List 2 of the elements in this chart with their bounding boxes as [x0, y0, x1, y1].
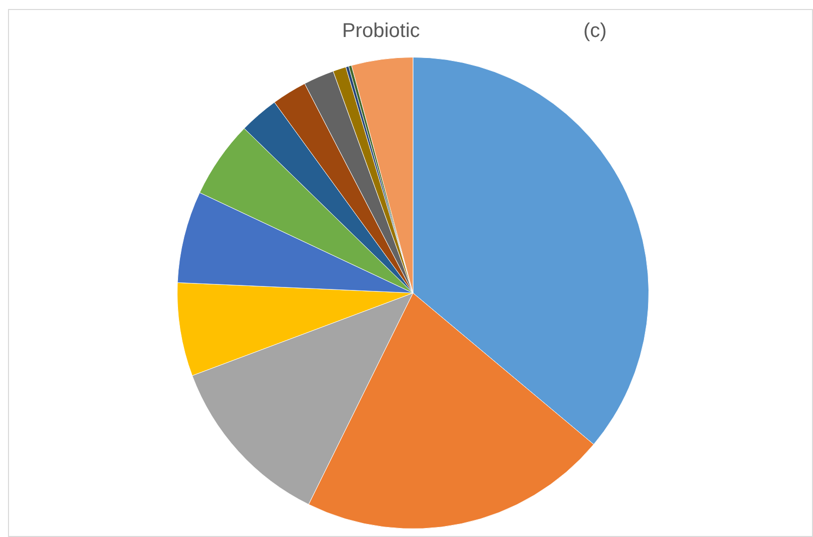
text: (c): [582, 20, 608, 43]
chart-title: Probiotic: [341, 20, 421, 43]
